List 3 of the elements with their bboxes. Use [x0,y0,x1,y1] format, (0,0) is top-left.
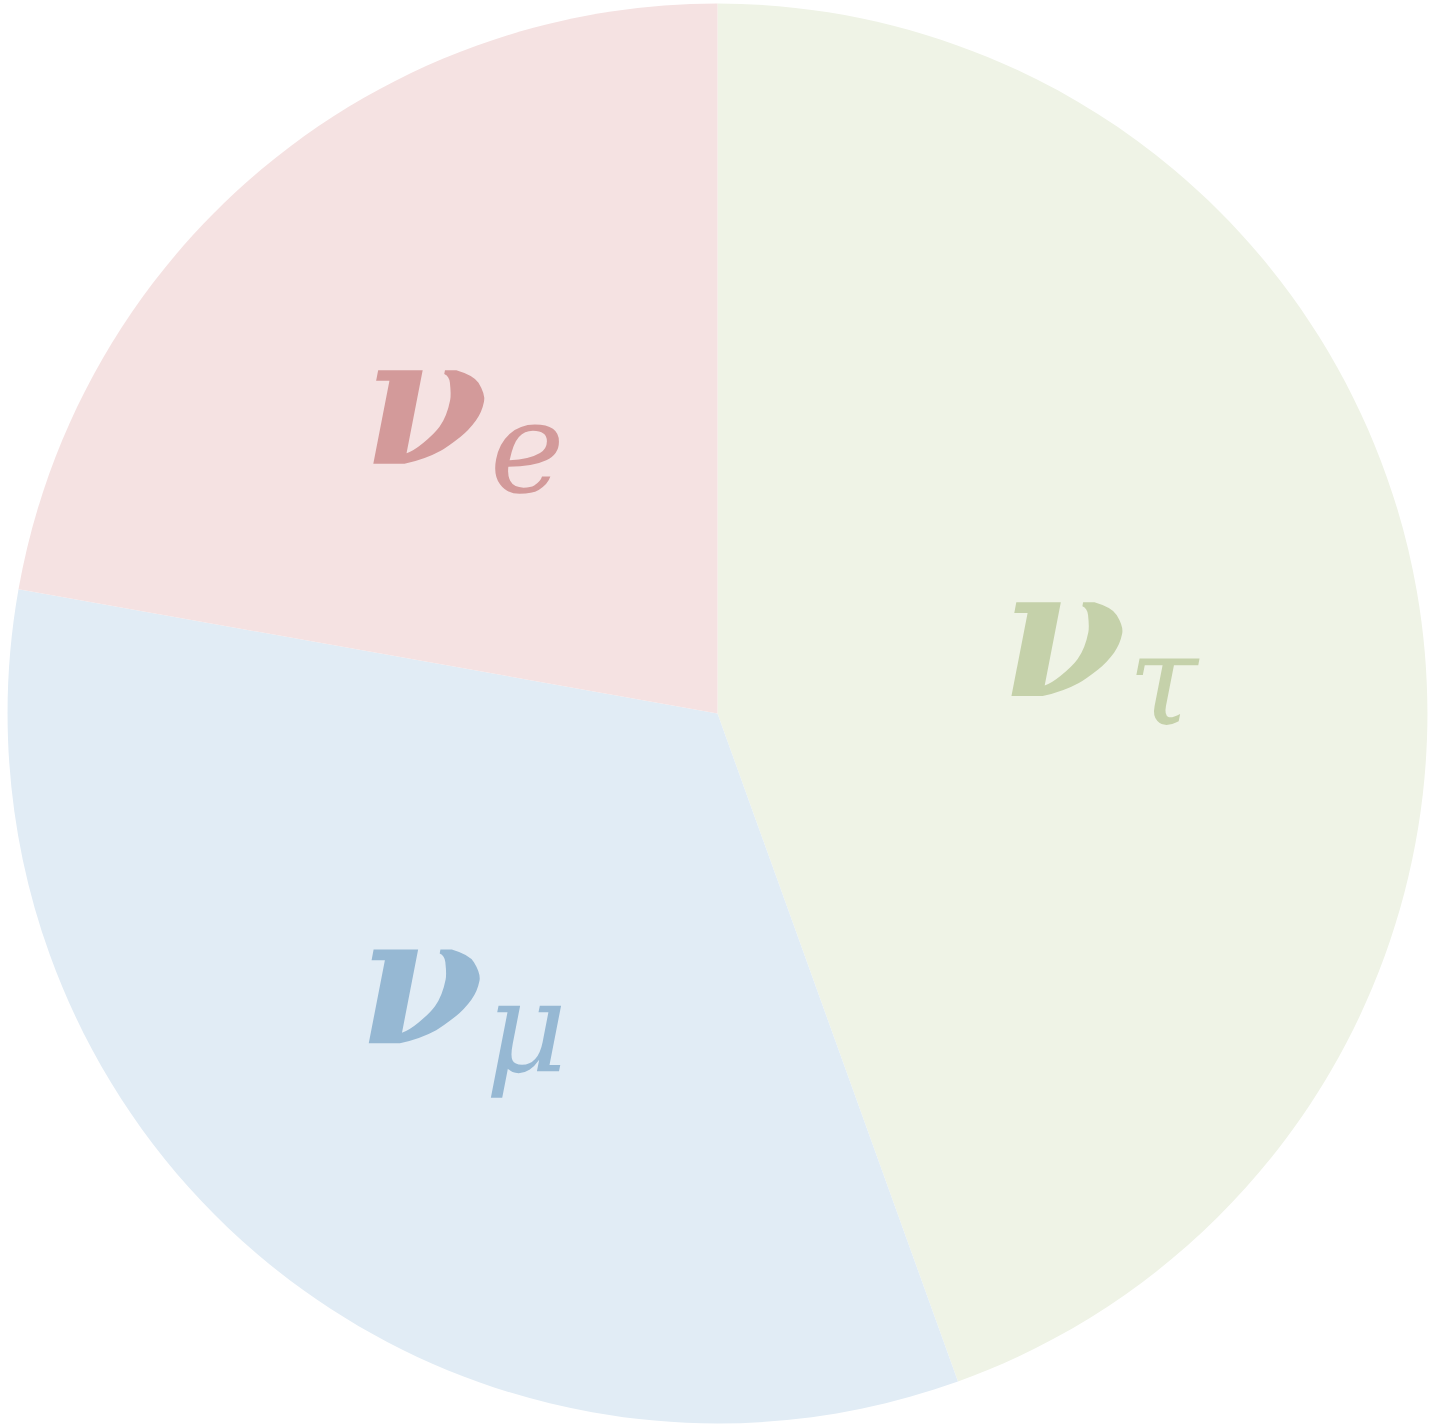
slice-label: ν$_{e}$ [373,370,559,494]
slice-label: ν$_{τ}$ [1011,602,1200,725]
slice-label: ν$_{μ}$ [368,949,562,1098]
